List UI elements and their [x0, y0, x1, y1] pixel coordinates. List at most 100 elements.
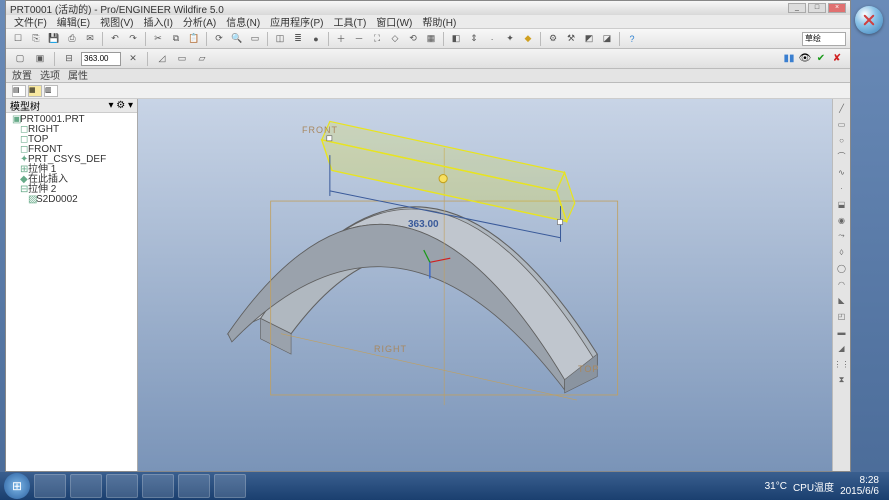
ok-button[interactable]: ✔ [814, 52, 828, 66]
spin-icon[interactable]: ⟲ [405, 31, 421, 47]
tool4-icon[interactable]: ◪ [599, 31, 615, 47]
mirror-icon[interactable]: ⧗ [835, 373, 849, 387]
shell-icon[interactable]: ◰ [835, 309, 849, 323]
tray-date: 2015/6/6 [840, 486, 879, 497]
annotation-icon[interactable]: ◆ [520, 31, 536, 47]
menu-file[interactable]: 文件(F) [10, 14, 51, 29]
preview-icon[interactable]: 👁 [798, 52, 812, 66]
tree-filter-icon[interactable]: ▥ [44, 85, 58, 97]
chamfer-icon[interactable]: ◣ [835, 293, 849, 307]
help-icon[interactable]: ? [624, 31, 640, 47]
model-tree-panel: 模型树 ▾ ⚙ ▾ ▣PRT0001.PRT ◻RIGHT ◻TOP ◻FRON… [6, 99, 138, 471]
hole-icon[interactable]: ◯ [835, 261, 849, 275]
remove-material-icon[interactable]: ◿ [154, 51, 170, 67]
menu-view[interactable]: 视图(V) [96, 14, 137, 29]
sketch-circle-icon[interactable]: ○ [835, 133, 849, 147]
tree-settings-icon[interactable]: ▦ [28, 85, 42, 97]
datum-point-icon[interactable]: ∙ [484, 31, 500, 47]
copy-icon[interactable]: ⧉ [168, 31, 184, 47]
thin-icon[interactable]: ▱ [194, 51, 210, 67]
redo-icon[interactable]: ↷ [125, 31, 141, 47]
sweep-icon[interactable]: ⤳ [835, 229, 849, 243]
tree-menu-icon[interactable]: ▾ ⚙ ▾ [108, 100, 133, 111]
datum-axis-icon[interactable]: ⇕ [466, 31, 482, 47]
dimension-label[interactable]: 363.00 [408, 219, 439, 230]
flip-icon[interactable]: ✕ [125, 51, 141, 67]
sketch-point-icon[interactable]: · [835, 181, 849, 195]
paste-icon[interactable]: 📋 [186, 31, 202, 47]
orient-icon[interactable]: ◇ [387, 31, 403, 47]
menu-analysis[interactable]: 分析(A) [179, 14, 220, 29]
cut-icon[interactable]: ✂ [150, 31, 166, 47]
menu-tools[interactable]: 工具(T) [330, 14, 371, 29]
tray-time: 8:28 [840, 475, 879, 486]
datum-plane-icon[interactable]: ◧ [448, 31, 464, 47]
task-item[interactable] [106, 474, 138, 498]
zoom-out-icon[interactable]: － [351, 31, 367, 47]
maximize-button[interactable]: □ [808, 3, 826, 13]
extrude-solid-icon[interactable]: ▢ [12, 51, 28, 67]
sketch-arc-icon[interactable]: ⌒ [835, 149, 849, 163]
zoom-fit-icon[interactable]: ⛶ [369, 31, 385, 47]
task-item[interactable] [70, 474, 102, 498]
tab-options[interactable]: 选项 [40, 67, 60, 82]
find-icon[interactable]: 🔍 [229, 31, 245, 47]
menu-edit[interactable]: 编辑(E) [53, 14, 94, 29]
pause-icon[interactable]: ▮▮ [782, 52, 796, 66]
regen-icon[interactable]: ⟳ [211, 31, 227, 47]
sketch-line-icon[interactable]: ╱ [835, 101, 849, 115]
view-icon[interactable]: ▦ [423, 31, 439, 47]
datum-csys-icon[interactable]: ✦ [502, 31, 518, 47]
viewport-3d[interactable]: 363.00 FRONT TOP RIGHT [138, 99, 832, 471]
start-button[interactable]: ⊞ [4, 473, 30, 499]
minimize-button[interactable]: _ [788, 3, 806, 13]
menu-apps[interactable]: 应用程序(P) [266, 14, 327, 29]
menu-help[interactable]: 帮助(H) [418, 14, 460, 29]
draft-icon[interactable]: ◢ [835, 341, 849, 355]
extrude-icon[interactable]: ⬓ [835, 197, 849, 211]
tree-section[interactable]: ▨S2D0002 [8, 195, 135, 205]
task-item[interactable] [214, 474, 246, 498]
tool-icon[interactable]: ⚙ [545, 31, 561, 47]
menu-insert[interactable]: 插入(I) [139, 14, 176, 29]
tab-properties[interactable]: 属性 [68, 67, 88, 82]
print-icon[interactable]: ⎙ [64, 31, 80, 47]
sketch-spline-icon[interactable]: ∿ [835, 165, 849, 179]
menu-window[interactable]: 窗口(W) [372, 14, 416, 29]
select-icon[interactable]: ▭ [247, 31, 263, 47]
thicken-icon[interactable]: ▭ [174, 51, 190, 67]
rib-icon[interactable]: ▬ [835, 325, 849, 339]
tool2-icon[interactable]: ⚒ [563, 31, 579, 47]
plane-top-label: TOP [578, 364, 599, 374]
menu-info[interactable]: 信息(N) [222, 14, 264, 29]
new-icon[interactable]: ☐ [10, 31, 26, 47]
show-tree-icon[interactable]: ▤ [12, 85, 26, 97]
round-icon[interactable]: ◠ [835, 277, 849, 291]
task-item[interactable] [142, 474, 174, 498]
mail-icon[interactable]: ✉ [82, 31, 98, 47]
extrude-surface-icon[interactable]: ▣ [32, 51, 48, 67]
close-orb-button[interactable] [855, 6, 883, 34]
display-icon[interactable]: ◫ [272, 31, 288, 47]
shade-icon[interactable]: ● [308, 31, 324, 47]
layer-icon[interactable]: ≣ [290, 31, 306, 47]
sketch-rect-icon[interactable]: ▭ [835, 117, 849, 131]
task-item[interactable] [178, 474, 210, 498]
save-icon[interactable]: 💾 [46, 31, 62, 47]
close-button[interactable]: × [828, 3, 846, 13]
open-icon[interactable]: ⎘ [28, 31, 44, 47]
cancel-button[interactable]: ✘ [830, 52, 844, 66]
tool3-icon[interactable]: ◩ [581, 31, 597, 47]
depth-input[interactable] [81, 52, 121, 66]
tree-title: 模型树 [10, 99, 40, 113]
pattern-icon[interactable]: ⋮⋮ [835, 357, 849, 371]
zoom-in-icon[interactable]: ＋ [333, 31, 349, 47]
filter-dropdown[interactable]: 草绘 [802, 32, 846, 46]
blend-icon[interactable]: ◊ [835, 245, 849, 259]
undo-icon[interactable]: ↶ [107, 31, 123, 47]
tab-placement[interactable]: 放置 [12, 67, 32, 82]
revolve-icon[interactable]: ◉ [835, 213, 849, 227]
task-item[interactable] [34, 474, 66, 498]
model-render [138, 99, 832, 471]
depth-icon[interactable]: ⊟ [61, 51, 77, 67]
